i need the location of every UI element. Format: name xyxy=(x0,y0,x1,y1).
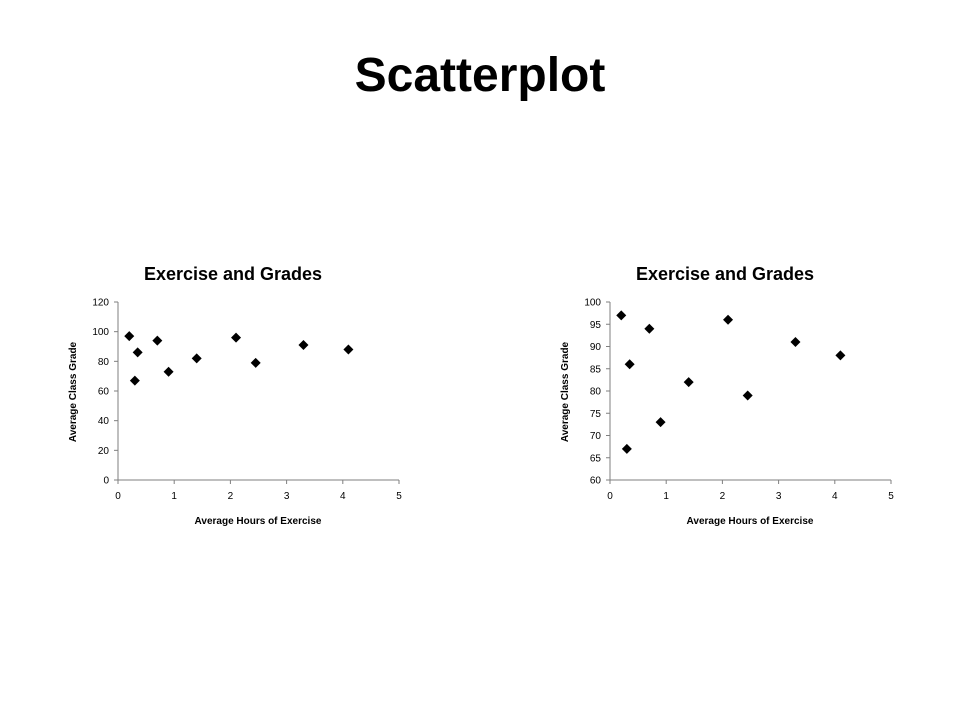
y-tick-label: 65 xyxy=(590,453,602,464)
x-tick-label: 5 xyxy=(888,491,894,502)
chart-title: Exercise and Grades xyxy=(636,264,814,284)
y-tick-label: 40 xyxy=(98,416,110,427)
data-point xyxy=(129,375,140,386)
x-axis-label: Average Hours of Exercise xyxy=(687,516,814,527)
x-tick-label: 0 xyxy=(115,491,121,502)
data-point xyxy=(163,366,174,377)
data-point xyxy=(624,359,635,370)
x-tick-label: 3 xyxy=(284,491,290,502)
data-point xyxy=(723,314,734,325)
x-tick-label: 5 xyxy=(396,491,402,502)
y-axis-label: Average Class Grade xyxy=(68,341,79,442)
data-point xyxy=(644,323,655,334)
data-point xyxy=(790,337,801,348)
x-tick-label: 2 xyxy=(228,491,234,502)
y-tick-label: 60 xyxy=(590,476,602,487)
y-tick-label: 100 xyxy=(584,298,601,309)
data-point xyxy=(250,357,261,368)
x-tick-label: 4 xyxy=(340,491,346,502)
data-point xyxy=(835,350,846,361)
data-point xyxy=(152,335,163,346)
scatter-chart-right: Exercise and Grades 60 65 70 75 80 85 90 95 100 0… xyxy=(560,264,894,527)
data-point xyxy=(683,377,694,388)
y-tick-label: 0 xyxy=(103,476,109,487)
y-tick-label: 75 xyxy=(590,409,602,420)
axes: 0 20 40 60 80 100 120 0 1 2 3 4 5 xyxy=(92,298,402,503)
data-point xyxy=(655,417,666,428)
y-tick-label: 60 xyxy=(98,387,110,398)
y-tick-label: 95 xyxy=(590,320,602,331)
x-tick-label: 2 xyxy=(720,491,726,502)
y-tick-label: 20 xyxy=(98,446,110,457)
x-axis-label: Average Hours of Exercise xyxy=(195,516,322,527)
y-tick-label: 85 xyxy=(590,364,602,375)
x-tick-label: 3 xyxy=(776,491,782,502)
data-points xyxy=(124,331,354,386)
axes: 60 65 70 75 80 85 90 95 100 0 1 2 3 4 5 xyxy=(584,298,894,503)
data-point xyxy=(124,331,135,342)
y-tick-label: 120 xyxy=(92,298,109,309)
x-tick-label: 4 xyxy=(832,491,838,502)
y-tick-label: 70 xyxy=(590,431,602,442)
data-point xyxy=(132,347,143,358)
data-point xyxy=(298,340,309,351)
y-axis-label: Average Class Grade xyxy=(560,341,571,442)
data-point xyxy=(191,353,202,364)
y-tick-label: 90 xyxy=(590,342,602,353)
slide-title: Scatterplot xyxy=(354,49,606,102)
x-tick-label: 1 xyxy=(171,491,177,502)
chart-title: Exercise and Grades xyxy=(144,264,322,284)
data-point xyxy=(231,332,242,343)
y-tick-label: 100 xyxy=(92,327,109,338)
data-point xyxy=(616,310,627,321)
y-tick-label: 80 xyxy=(590,387,602,398)
x-tick-label: 1 xyxy=(663,491,669,502)
y-tick-label: 80 xyxy=(98,357,110,368)
data-point xyxy=(742,390,753,401)
x-tick-label: 0 xyxy=(607,491,613,502)
data-point xyxy=(343,344,354,355)
data-point xyxy=(621,443,632,454)
data-points xyxy=(616,310,846,454)
scatter-chart-left: Exercise and Grades 0 20 40 60 80 100 120 0 1 2 3 4… xyxy=(68,264,402,527)
